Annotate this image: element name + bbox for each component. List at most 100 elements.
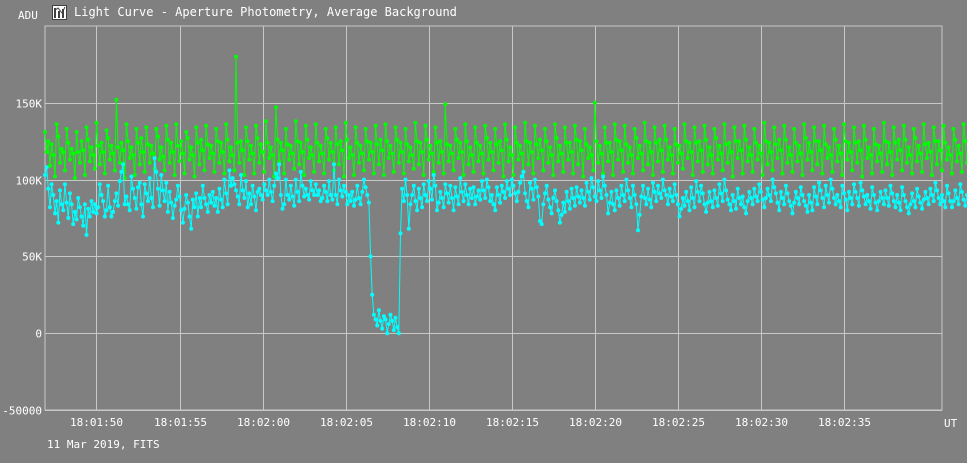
data-point bbox=[817, 180, 822, 185]
data-point bbox=[127, 208, 132, 213]
data-point bbox=[660, 177, 665, 182]
data-point bbox=[184, 130, 189, 134]
data-point bbox=[596, 179, 601, 184]
data-point bbox=[479, 179, 484, 184]
data-point bbox=[378, 318, 383, 323]
data-point bbox=[926, 202, 931, 207]
data-point bbox=[534, 185, 539, 190]
data-point bbox=[82, 173, 87, 177]
data-point bbox=[325, 199, 330, 204]
data-point bbox=[484, 136, 489, 141]
x-tick-label: 18:02:30 bbox=[735, 416, 788, 429]
data-point bbox=[56, 134, 61, 139]
data-point bbox=[531, 197, 536, 202]
data-point bbox=[366, 200, 371, 205]
data-point bbox=[66, 140, 71, 145]
data-point bbox=[631, 183, 635, 188]
data-point bbox=[323, 126, 328, 131]
data-point bbox=[267, 177, 272, 182]
data-point bbox=[891, 125, 896, 130]
data-point bbox=[513, 191, 518, 196]
data-point bbox=[106, 183, 111, 188]
data-point bbox=[735, 186, 740, 191]
data-point bbox=[770, 177, 775, 182]
data-point bbox=[99, 140, 104, 145]
data-point bbox=[597, 143, 602, 148]
data-point bbox=[307, 197, 312, 202]
data-point bbox=[837, 199, 841, 204]
data-point bbox=[154, 126, 159, 131]
data-point bbox=[235, 140, 240, 145]
data-point bbox=[660, 169, 665, 174]
data-point bbox=[656, 159, 660, 164]
data-point bbox=[828, 177, 833, 182]
data-point bbox=[745, 199, 750, 204]
data-point bbox=[240, 188, 245, 193]
data-point bbox=[557, 143, 562, 148]
data-point bbox=[283, 177, 288, 182]
data-point bbox=[765, 162, 770, 167]
data-point bbox=[697, 199, 702, 204]
data-point bbox=[287, 197, 292, 202]
data-point bbox=[217, 186, 222, 191]
series-line bbox=[44, 158, 967, 334]
data-point bbox=[185, 200, 190, 205]
data-point bbox=[933, 139, 938, 144]
data-point bbox=[566, 199, 571, 204]
data-point bbox=[915, 159, 920, 164]
data-point bbox=[526, 162, 531, 167]
data-point bbox=[754, 140, 758, 145]
x-tick-label: 18:02:05 bbox=[320, 416, 373, 429]
data-point bbox=[677, 143, 682, 148]
data-point bbox=[265, 193, 270, 197]
data-point bbox=[559, 151, 564, 156]
data-point bbox=[77, 160, 82, 165]
data-point bbox=[931, 199, 936, 204]
data-point bbox=[916, 143, 921, 148]
data-point bbox=[574, 137, 579, 142]
data-point bbox=[732, 199, 737, 204]
data-point bbox=[106, 136, 111, 141]
data-point bbox=[144, 125, 149, 130]
data-point bbox=[488, 199, 493, 204]
data-point bbox=[129, 174, 134, 179]
data-point bbox=[297, 199, 302, 204]
data-point bbox=[438, 189, 443, 194]
data-point bbox=[478, 197, 483, 202]
data-point bbox=[431, 173, 436, 177]
data-point bbox=[554, 199, 559, 204]
data-point bbox=[622, 123, 627, 128]
data-series bbox=[43, 54, 967, 336]
data-point bbox=[685, 156, 690, 161]
data-point bbox=[690, 173, 695, 177]
data-point bbox=[639, 151, 644, 156]
data-point bbox=[165, 209, 170, 214]
data-point bbox=[61, 150, 66, 154]
data-point bbox=[807, 140, 812, 145]
data-point bbox=[685, 199, 690, 204]
data-point bbox=[760, 173, 765, 177]
data-point bbox=[642, 120, 647, 125]
data-point bbox=[328, 140, 333, 145]
data-point bbox=[785, 160, 790, 165]
data-point bbox=[682, 122, 687, 127]
data-point bbox=[142, 182, 147, 187]
data-point bbox=[709, 199, 714, 204]
data-point bbox=[918, 200, 923, 205]
data-point bbox=[249, 143, 253, 148]
data-point bbox=[634, 202, 639, 207]
data-point bbox=[353, 197, 358, 202]
data-point bbox=[81, 223, 86, 228]
data-point bbox=[749, 153, 753, 157]
data-point bbox=[526, 205, 531, 210]
data-point bbox=[149, 143, 154, 148]
data-point bbox=[81, 148, 86, 153]
data-point bbox=[244, 179, 248, 184]
data-point bbox=[704, 209, 709, 214]
data-point bbox=[426, 179, 431, 184]
data-point bbox=[765, 186, 770, 191]
chart-window-icon[interactable] bbox=[52, 4, 67, 20]
data-point bbox=[514, 199, 519, 204]
data-point bbox=[687, 140, 692, 145]
data-point bbox=[262, 169, 267, 174]
